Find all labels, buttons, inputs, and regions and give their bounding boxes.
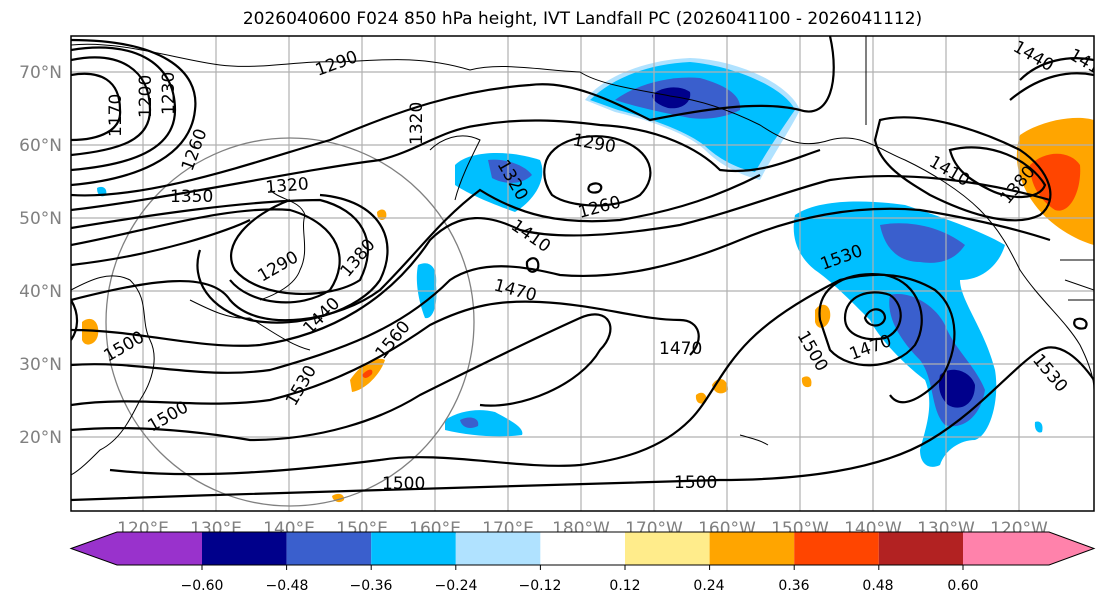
colorbar-tick-label: −0.48 <box>266 578 309 594</box>
colorbar-segment <box>709 532 795 565</box>
landfall-region-circle <box>105 137 475 507</box>
colorbar-tick-label: −0.12 <box>519 578 562 594</box>
map-panel: 1290 1170 1200 1230 1260 1320 1350 1320 … <box>71 36 1105 511</box>
lat-label: 40°N <box>19 282 62 302</box>
colorbar-tick-label: 0.60 <box>947 578 978 594</box>
contour-label: 1380 <box>337 235 380 281</box>
map-title: 2026040600 F024 850 hPa height, IVT Land… <box>242 9 923 29</box>
contour-label: 1230 <box>159 72 179 115</box>
colorbar-tick-label: 0.12 <box>609 578 640 594</box>
lat-label: 30°N <box>19 355 62 375</box>
colorbar-ticks: −0.60 −0.48 −0.36 −0.24 −0.12 0.12 0.24 … <box>181 578 979 594</box>
colorbar-tick-label: 0.36 <box>778 578 809 594</box>
colorbar-segment <box>625 532 710 565</box>
contour-label: 1290 <box>255 247 302 286</box>
colorbar-segment <box>540 532 625 565</box>
colorbar-tick-label: −0.36 <box>350 578 393 594</box>
colorbar-tick-label: 0.48 <box>862 578 893 594</box>
map-frame <box>70 35 1095 512</box>
contour-label: 1320 <box>265 174 310 198</box>
lat-label: 70°N <box>19 63 62 83</box>
height-contours <box>71 36 1094 502</box>
colorbar-segment <box>794 532 879 565</box>
lat-label: 50°N <box>19 209 62 229</box>
contour-label: 1500 <box>674 473 717 493</box>
colorbar-outline <box>69 531 1096 566</box>
colorbar-segment <box>371 532 456 565</box>
contour-label: 1470 <box>847 331 894 365</box>
colorbar-tick-label: −0.60 <box>181 578 224 594</box>
colorbar-tick-label: 0.24 <box>693 578 724 594</box>
colorbar-segment <box>455 532 541 565</box>
coastlines <box>71 36 1094 476</box>
contour-label: 1320 <box>407 102 427 145</box>
colorbar <box>69 531 1096 570</box>
colorbar-segment <box>286 532 372 565</box>
contour-label: 1530 <box>1028 350 1071 396</box>
colorbar-segment <box>963 532 1094 565</box>
colorbar-tick-label: −0.24 <box>435 578 478 594</box>
contour-label: 1470 <box>659 339 702 359</box>
contour-label: 1200 <box>136 75 156 118</box>
colorbar-segment <box>71 532 202 565</box>
ivt-shading <box>82 58 1094 503</box>
contour-label: 1260 <box>178 126 212 173</box>
contour-label: 1410 <box>507 216 554 257</box>
contour-label: 1290 <box>313 47 360 81</box>
contour-label: 1290 <box>571 130 617 157</box>
contour-label: 1500 <box>382 474 425 494</box>
colorbar-segment <box>878 532 963 565</box>
contour-label: 1350 <box>170 187 213 207</box>
latitude-labels: 70°N 60°N 50°N 40°N 30°N 20°N <box>19 63 62 448</box>
contour-label: 1410 <box>1066 45 1105 84</box>
lat-label: 60°N <box>19 136 62 156</box>
lat-label: 20°N <box>19 428 62 448</box>
contour-label: 1170 <box>106 94 126 137</box>
colorbar-segment <box>202 532 287 565</box>
